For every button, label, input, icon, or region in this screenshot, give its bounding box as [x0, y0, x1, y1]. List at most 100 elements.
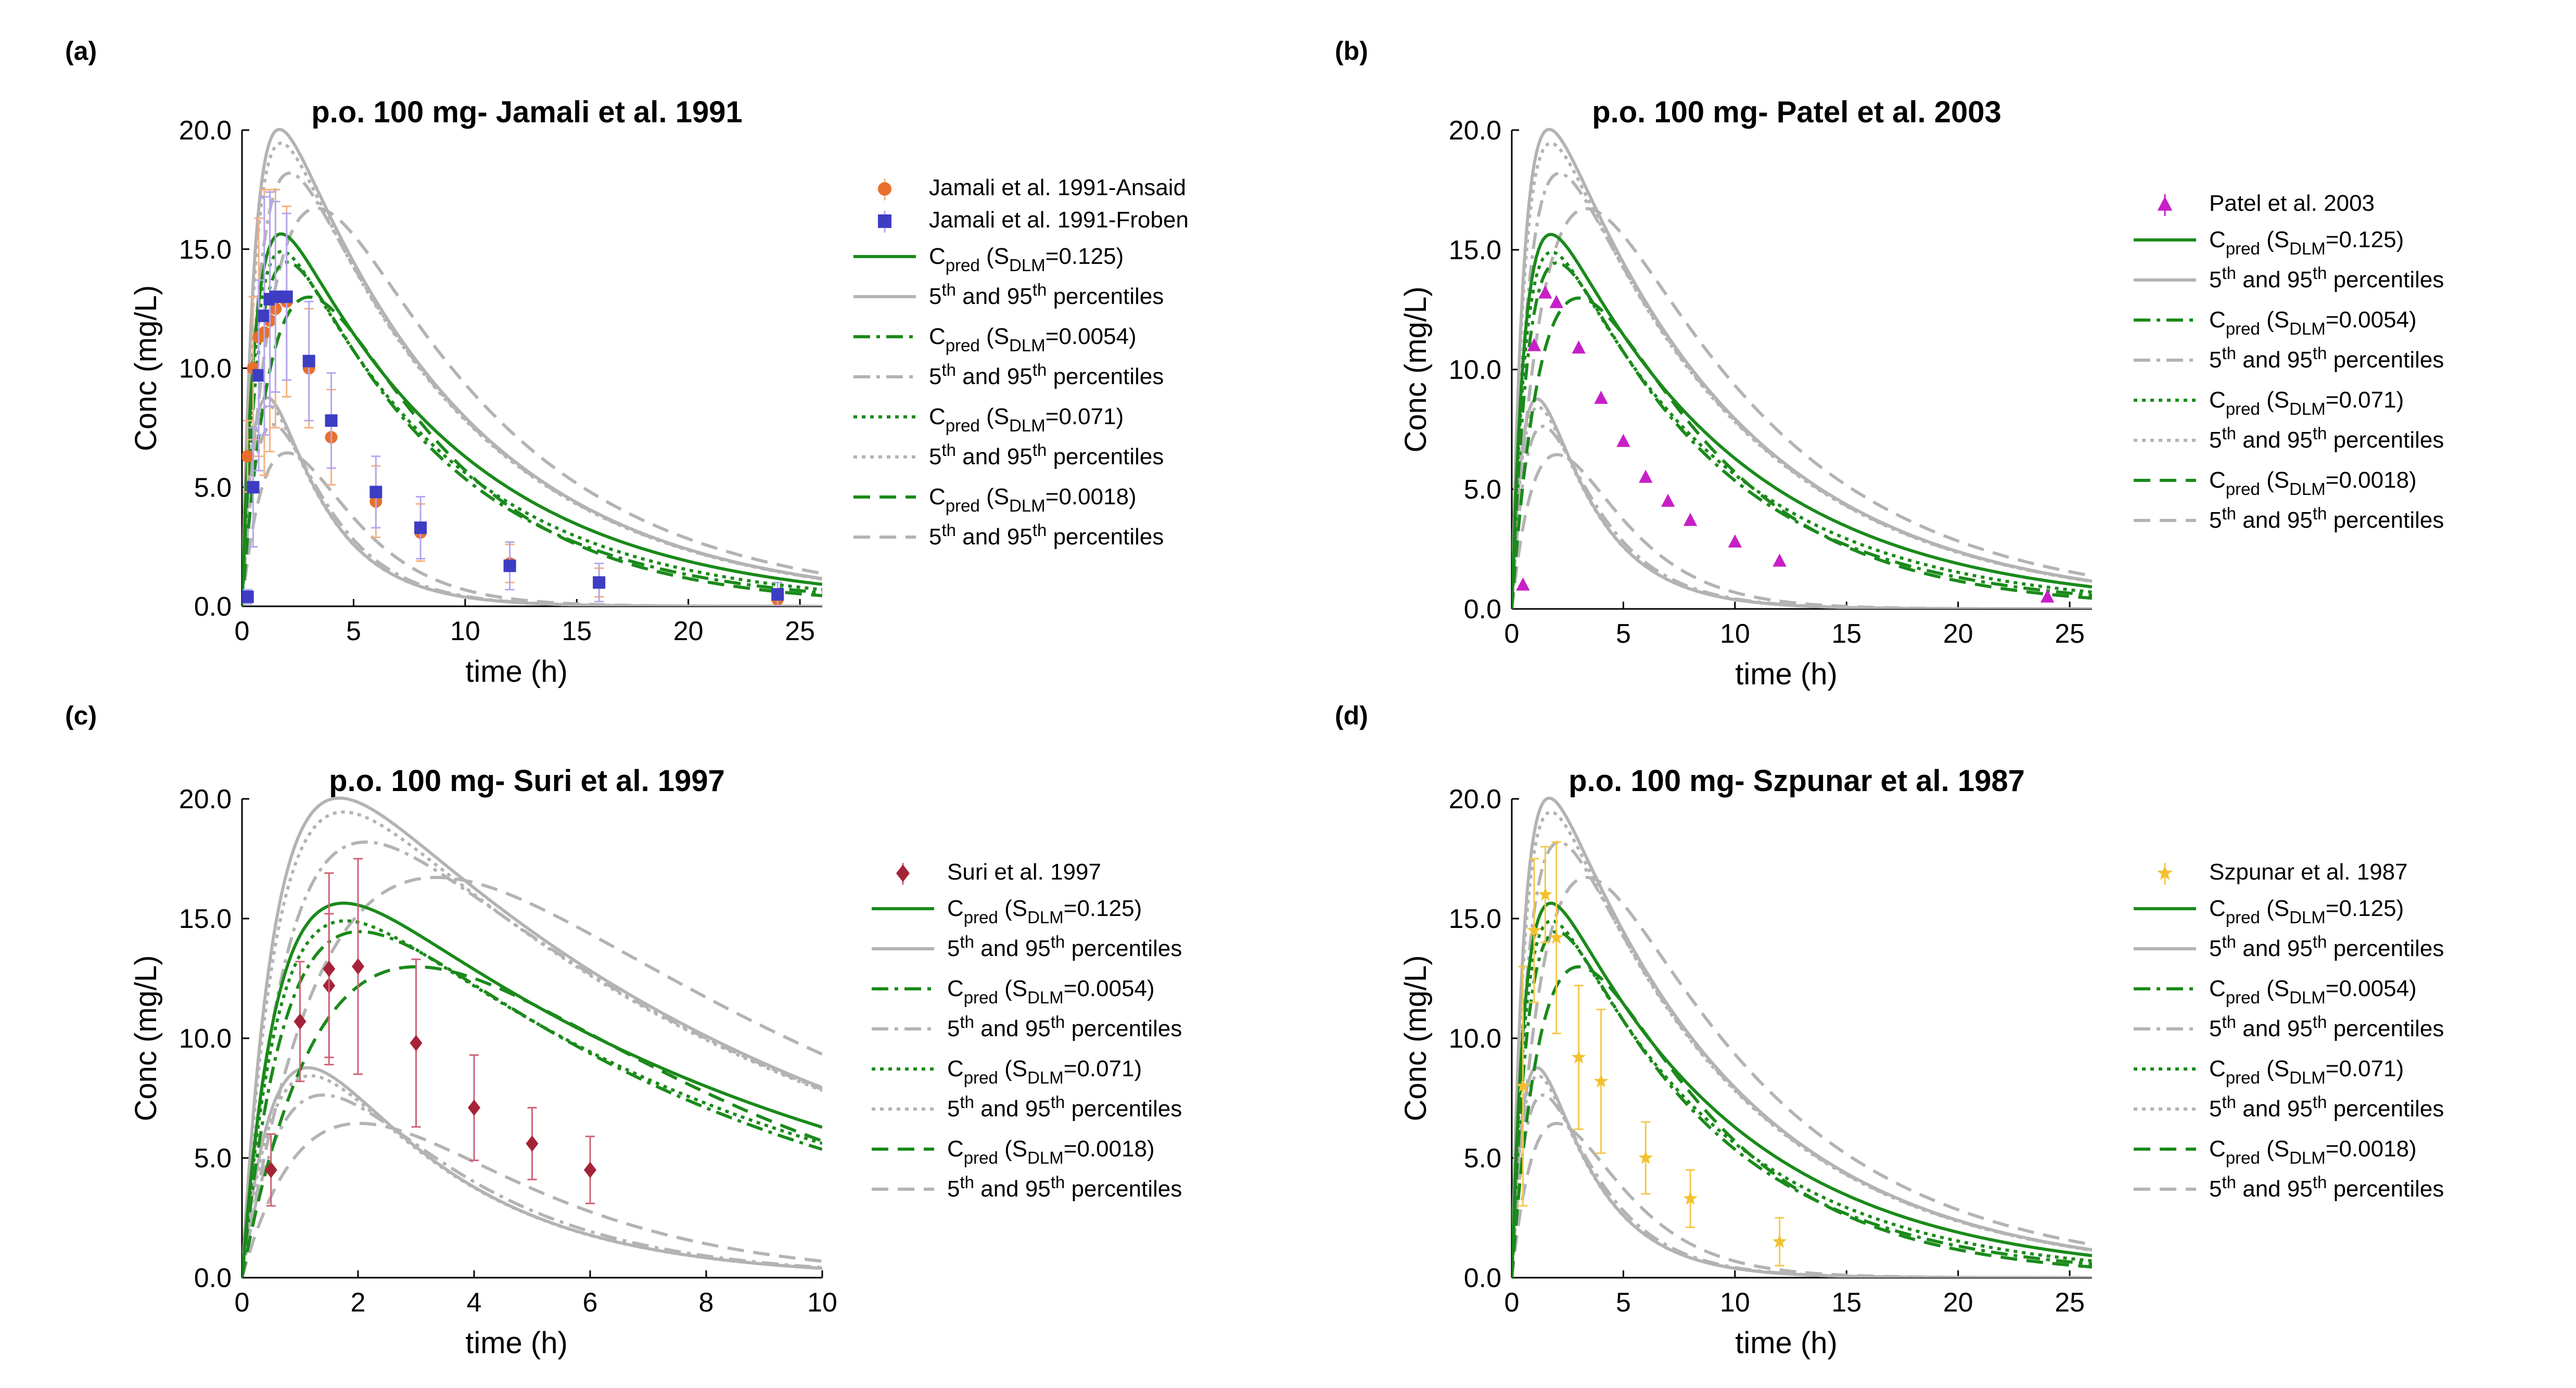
data-point [325, 414, 338, 427]
y-tick-label: 15.0 [1449, 904, 1501, 934]
data-point [1516, 577, 1530, 591]
legend-label: 5th and 95th percentiles [929, 360, 1164, 389]
legend-label-part: pred [2226, 239, 2260, 258]
x-tick-label: 2 [351, 1288, 366, 1318]
chart-title: p.o. 100 mg- Suri et al. 1997 [329, 764, 725, 798]
legend-label: 5th and 95th percentiles [947, 1173, 1182, 1202]
legend-label-part: DLM [2289, 1148, 2326, 1167]
x-tick-label: 20 [673, 616, 704, 646]
legend-label: 5th and 95th percentiles [947, 1012, 1182, 1041]
legend-label-part: and 95 [2236, 1096, 2313, 1122]
legend-label-part: th [1051, 1012, 1065, 1032]
x-tick-label: 5 [1616, 1288, 1631, 1318]
chart-panel-2: (b) p.o. 100 mg- Patel et al. 2003 0.0 5.0 1… [1335, 36, 2444, 691]
data-point [1571, 1050, 1586, 1064]
y-axis-label: Conc (mg/L) [129, 285, 163, 451]
data-point [242, 590, 254, 603]
data-point [1661, 493, 1675, 507]
legend-marker [2157, 196, 2173, 211]
data-point [503, 559, 516, 572]
observed-series-1 [1516, 285, 2055, 603]
legend-label-part: (S [2260, 307, 2289, 333]
x-tick-label: 15 [1831, 619, 1861, 649]
legend-label: Cpred (SDLM=0.125) [2209, 896, 2404, 927]
legend-label-part: th [1032, 280, 1047, 299]
x-tick-label: 6 [583, 1288, 598, 1318]
legend-label-part: DLM [2289, 319, 2326, 338]
series-line-solid [242, 1066, 822, 1278]
legend-label: Cpred (SDLM=0.125) [947, 896, 1142, 927]
legend-label-part: pred [964, 988, 998, 1007]
legend-label-part: (S [2260, 387, 2289, 413]
legend-label: 5th and 95th percentiles [2209, 932, 2444, 961]
legend-label-part: 5 [929, 524, 941, 550]
legend-label-part: (S [2260, 467, 2289, 493]
legend-label-part: and 95 [2236, 347, 2313, 373]
legend: Jamali et al. 1991-Ansaid Jamali et al. 1… [853, 175, 1189, 550]
legend-label-part: C [2209, 227, 2226, 252]
legend-label-part: (S [2260, 1056, 2289, 1081]
series-line-dashed [242, 965, 822, 1278]
data-point [1527, 923, 1541, 937]
x-tick-label: 0 [1504, 1288, 1520, 1318]
legend-label-part: th [960, 932, 974, 951]
series-line-solid [242, 796, 822, 1278]
legend-label: Suri et al. 1997 [947, 859, 1101, 885]
data-point [414, 521, 427, 534]
x-tick-label: 25 [2055, 619, 2085, 649]
plot-area [1512, 796, 2092, 1278]
series-line-dashdot [1512, 424, 2092, 609]
legend-label-part: pred [946, 256, 980, 275]
y-tick-label: 0.0 [1464, 594, 1501, 625]
y-tick-label: 15.0 [179, 235, 232, 265]
x-tick-label: 5 [1616, 619, 1631, 649]
legend-label-part: 5 [2209, 427, 2222, 453]
legend-label-part: th [960, 1173, 974, 1192]
data-point [1683, 1191, 1698, 1205]
y-tick-label: 5.0 [1464, 1143, 1501, 1174]
data-point [584, 1162, 596, 1178]
legend-label: 5th and 95th percentiles [2209, 1012, 2444, 1041]
legend-marker [878, 182, 891, 196]
y-tick-label: 10.0 [1449, 355, 1501, 385]
series-line-dotted [242, 142, 822, 606]
chart-panel-3: (c) p.o. 100 mg- Suri et al. 1997 0.0 5.0 10… [65, 701, 1182, 1360]
x-axis-label: time (h) [1735, 657, 1838, 691]
legend-label: 5th and 95th percentiles [2209, 504, 2444, 533]
legend-label-part: pred [946, 336, 980, 355]
legend-label-part: C [2209, 1056, 2226, 1081]
legend-label: Cpred (SDLM=0.0054) [947, 976, 1155, 1007]
data-point [526, 1135, 539, 1152]
legend-label: Patel et al. 2003 [2209, 190, 2375, 216]
legend-label-part: and 95 [2236, 1016, 2313, 1041]
series-line-dashed [1512, 1122, 2092, 1278]
legend-label-part: C [929, 484, 946, 510]
legend-label-part: th [1051, 932, 1065, 951]
legend-label-part: =0.0018) [1045, 484, 1137, 510]
x-tick-label: 10 [807, 1288, 837, 1318]
chart-title: p.o. 100 mg- Szpunar et al. 1987 [1568, 764, 2025, 798]
legend-label-part: pred [964, 908, 998, 927]
x-tick-label: 25 [785, 616, 815, 646]
legend-label-part: and 95 [974, 1016, 1051, 1041]
legend-label-part: =0.125) [2326, 227, 2404, 252]
series-line-dashed [242, 875, 822, 1278]
legend-label-part: percentiles [1065, 936, 1182, 961]
data-point [1593, 1074, 1609, 1088]
data-point [593, 576, 606, 589]
series-line-dotted [1512, 405, 2092, 609]
legend-label-part: th [2222, 1173, 2236, 1192]
legend-label-part: =0.071) [2326, 387, 2404, 413]
legend-label: Cpred (SDLM=0.0018) [2209, 1136, 2417, 1167]
y-tick-label: 10.0 [1449, 1024, 1501, 1054]
legend-label-part: pred [2226, 1148, 2260, 1167]
data-point [1549, 930, 1564, 944]
plot-area [242, 796, 822, 1278]
legend-label-part: percentiles [2327, 1016, 2444, 1041]
data-point [1772, 1234, 1787, 1248]
legend-label: Cpred (SDLM=0.0018) [2209, 467, 2417, 499]
data-point [242, 450, 254, 463]
legend-label-part: th [960, 1012, 974, 1032]
data-point [1594, 390, 1608, 404]
legend-label-part: th [1032, 360, 1047, 379]
